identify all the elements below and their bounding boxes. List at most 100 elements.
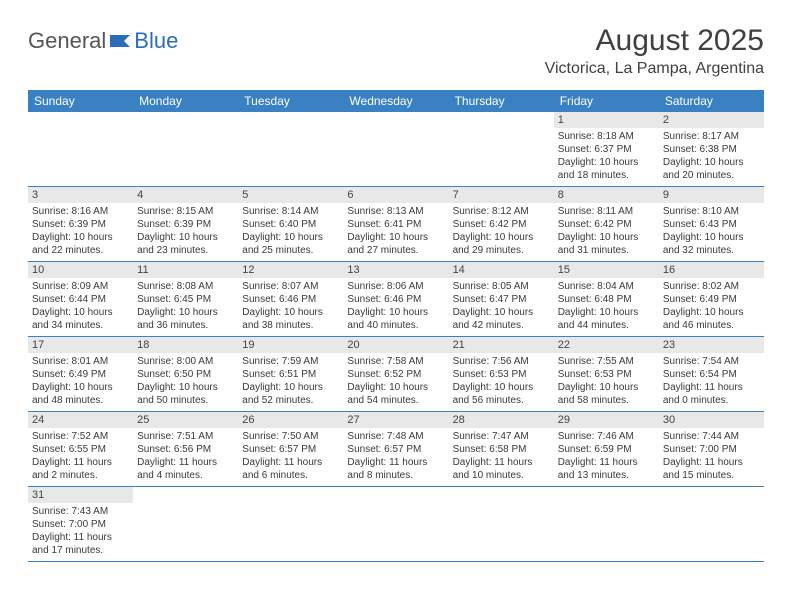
day-number: 6 — [343, 187, 448, 203]
day-info: Sunrise: 8:14 AMSunset: 6:40 PMDaylight:… — [238, 203, 343, 261]
calendar-empty-cell — [449, 487, 554, 562]
day-number: 23 — [659, 337, 764, 353]
day-info: Sunrise: 8:13 AMSunset: 6:41 PMDaylight:… — [343, 203, 448, 261]
calendar-day-cell: 5Sunrise: 8:14 AMSunset: 6:40 PMDaylight… — [238, 187, 343, 262]
calendar-table: SundayMondayTuesdayWednesdayThursdayFrid… — [28, 90, 764, 562]
calendar-row: 1Sunrise: 8:18 AMSunset: 6:37 PMDaylight… — [28, 112, 764, 187]
calendar-empty-cell — [343, 487, 448, 562]
calendar-day-cell: 9Sunrise: 8:10 AMSunset: 6:43 PMDaylight… — [659, 187, 764, 262]
day-info: Sunrise: 8:04 AMSunset: 6:48 PMDaylight:… — [554, 278, 659, 336]
calendar-day-cell: 3Sunrise: 8:16 AMSunset: 6:39 PMDaylight… — [28, 187, 133, 262]
day-number: 4 — [133, 187, 238, 203]
day-info: Sunrise: 8:10 AMSunset: 6:43 PMDaylight:… — [659, 203, 764, 261]
calendar-day-cell: 6Sunrise: 8:13 AMSunset: 6:41 PMDaylight… — [343, 187, 448, 262]
day-info: Sunrise: 8:17 AMSunset: 6:38 PMDaylight:… — [659, 128, 764, 186]
day-number: 27 — [343, 412, 448, 428]
day-number: 31 — [28, 487, 133, 503]
calendar-day-cell: 16Sunrise: 8:02 AMSunset: 6:49 PMDayligh… — [659, 262, 764, 337]
day-number: 11 — [133, 262, 238, 278]
day-number: 13 — [343, 262, 448, 278]
day-info: Sunrise: 8:18 AMSunset: 6:37 PMDaylight:… — [554, 128, 659, 186]
calendar-day-cell: 17Sunrise: 8:01 AMSunset: 6:49 PMDayligh… — [28, 337, 133, 412]
day-number: 30 — [659, 412, 764, 428]
day-info: Sunrise: 8:11 AMSunset: 6:42 PMDaylight:… — [554, 203, 659, 261]
day-info: Sunrise: 8:05 AMSunset: 6:47 PMDaylight:… — [449, 278, 554, 336]
calendar-day-cell: 14Sunrise: 8:05 AMSunset: 6:47 PMDayligh… — [449, 262, 554, 337]
calendar-day-cell: 29Sunrise: 7:46 AMSunset: 6:59 PMDayligh… — [554, 412, 659, 487]
day-number: 9 — [659, 187, 764, 203]
calendar-empty-cell — [554, 487, 659, 562]
day-number: 8 — [554, 187, 659, 203]
day-number: 18 — [133, 337, 238, 353]
day-number: 12 — [238, 262, 343, 278]
weekday-header: Thursday — [449, 90, 554, 112]
calendar-row: 17Sunrise: 8:01 AMSunset: 6:49 PMDayligh… — [28, 337, 764, 412]
day-info: Sunrise: 8:00 AMSunset: 6:50 PMDaylight:… — [133, 353, 238, 411]
calendar-day-cell: 8Sunrise: 8:11 AMSunset: 6:42 PMDaylight… — [554, 187, 659, 262]
calendar-empty-cell — [133, 112, 238, 187]
calendar-day-cell: 27Sunrise: 7:48 AMSunset: 6:57 PMDayligh… — [343, 412, 448, 487]
calendar-empty-cell — [133, 487, 238, 562]
calendar-day-cell: 31Sunrise: 7:43 AMSunset: 7:00 PMDayligh… — [28, 487, 133, 562]
day-number: 17 — [28, 337, 133, 353]
day-info: Sunrise: 7:54 AMSunset: 6:54 PMDaylight:… — [659, 353, 764, 411]
calendar-day-cell: 25Sunrise: 7:51 AMSunset: 6:56 PMDayligh… — [133, 412, 238, 487]
calendar-day-cell: 12Sunrise: 8:07 AMSunset: 6:46 PMDayligh… — [238, 262, 343, 337]
day-info: Sunrise: 7:55 AMSunset: 6:53 PMDaylight:… — [554, 353, 659, 411]
calendar-empty-cell — [449, 112, 554, 187]
day-info: Sunrise: 7:44 AMSunset: 7:00 PMDaylight:… — [659, 428, 764, 486]
calendar-row: 31Sunrise: 7:43 AMSunset: 7:00 PMDayligh… — [28, 487, 764, 562]
day-info: Sunrise: 8:06 AMSunset: 6:46 PMDaylight:… — [343, 278, 448, 336]
calendar-day-cell: 4Sunrise: 8:15 AMSunset: 6:39 PMDaylight… — [133, 187, 238, 262]
day-info: Sunrise: 7:58 AMSunset: 6:52 PMDaylight:… — [343, 353, 448, 411]
logo-text-general: General — [28, 28, 106, 54]
day-number: 7 — [449, 187, 554, 203]
calendar-empty-cell — [238, 487, 343, 562]
calendar-empty-cell — [28, 112, 133, 187]
day-info: Sunrise: 7:47 AMSunset: 6:58 PMDaylight:… — [449, 428, 554, 486]
flag-icon — [110, 33, 132, 49]
day-number: 10 — [28, 262, 133, 278]
weekday-header: Saturday — [659, 90, 764, 112]
calendar-empty-cell — [238, 112, 343, 187]
calendar-day-cell: 18Sunrise: 8:00 AMSunset: 6:50 PMDayligh… — [133, 337, 238, 412]
day-number: 16 — [659, 262, 764, 278]
calendar-day-cell: 23Sunrise: 7:54 AMSunset: 6:54 PMDayligh… — [659, 337, 764, 412]
calendar-row: 3Sunrise: 8:16 AMSunset: 6:39 PMDaylight… — [28, 187, 764, 262]
day-number: 20 — [343, 337, 448, 353]
calendar-day-cell: 20Sunrise: 7:58 AMSunset: 6:52 PMDayligh… — [343, 337, 448, 412]
calendar-empty-cell — [659, 487, 764, 562]
day-info: Sunrise: 7:56 AMSunset: 6:53 PMDaylight:… — [449, 353, 554, 411]
weekday-header: Friday — [554, 90, 659, 112]
day-info: Sunrise: 8:12 AMSunset: 6:42 PMDaylight:… — [449, 203, 554, 261]
calendar-day-cell: 24Sunrise: 7:52 AMSunset: 6:55 PMDayligh… — [28, 412, 133, 487]
day-info: Sunrise: 8:16 AMSunset: 6:39 PMDaylight:… — [28, 203, 133, 261]
day-info: Sunrise: 8:08 AMSunset: 6:45 PMDaylight:… — [133, 278, 238, 336]
calendar-day-cell: 7Sunrise: 8:12 AMSunset: 6:42 PMDaylight… — [449, 187, 554, 262]
day-info: Sunrise: 7:51 AMSunset: 6:56 PMDaylight:… — [133, 428, 238, 486]
calendar-day-cell: 28Sunrise: 7:47 AMSunset: 6:58 PMDayligh… — [449, 412, 554, 487]
calendar-day-cell: 11Sunrise: 8:08 AMSunset: 6:45 PMDayligh… — [133, 262, 238, 337]
day-number: 29 — [554, 412, 659, 428]
day-number: 21 — [449, 337, 554, 353]
day-number: 22 — [554, 337, 659, 353]
day-number: 14 — [449, 262, 554, 278]
calendar-day-cell: 30Sunrise: 7:44 AMSunset: 7:00 PMDayligh… — [659, 412, 764, 487]
month-title: August 2025 — [545, 24, 764, 58]
day-info: Sunrise: 7:48 AMSunset: 6:57 PMDaylight:… — [343, 428, 448, 486]
weekday-header: Monday — [133, 90, 238, 112]
logo-text-blue: Blue — [134, 28, 178, 54]
calendar-day-cell: 1Sunrise: 8:18 AMSunset: 6:37 PMDaylight… — [554, 112, 659, 187]
day-number: 28 — [449, 412, 554, 428]
weekday-header: Tuesday — [238, 90, 343, 112]
day-info: Sunrise: 7:46 AMSunset: 6:59 PMDaylight:… — [554, 428, 659, 486]
day-number: 3 — [28, 187, 133, 203]
calendar-day-cell: 19Sunrise: 7:59 AMSunset: 6:51 PMDayligh… — [238, 337, 343, 412]
day-number: 26 — [238, 412, 343, 428]
calendar-day-cell: 15Sunrise: 8:04 AMSunset: 6:48 PMDayligh… — [554, 262, 659, 337]
day-info: Sunrise: 8:07 AMSunset: 6:46 PMDaylight:… — [238, 278, 343, 336]
day-info: Sunrise: 8:02 AMSunset: 6:49 PMDaylight:… — [659, 278, 764, 336]
calendar-day-cell: 10Sunrise: 8:09 AMSunset: 6:44 PMDayligh… — [28, 262, 133, 337]
day-number: 1 — [554, 112, 659, 128]
calendar-row: 24Sunrise: 7:52 AMSunset: 6:55 PMDayligh… — [28, 412, 764, 487]
